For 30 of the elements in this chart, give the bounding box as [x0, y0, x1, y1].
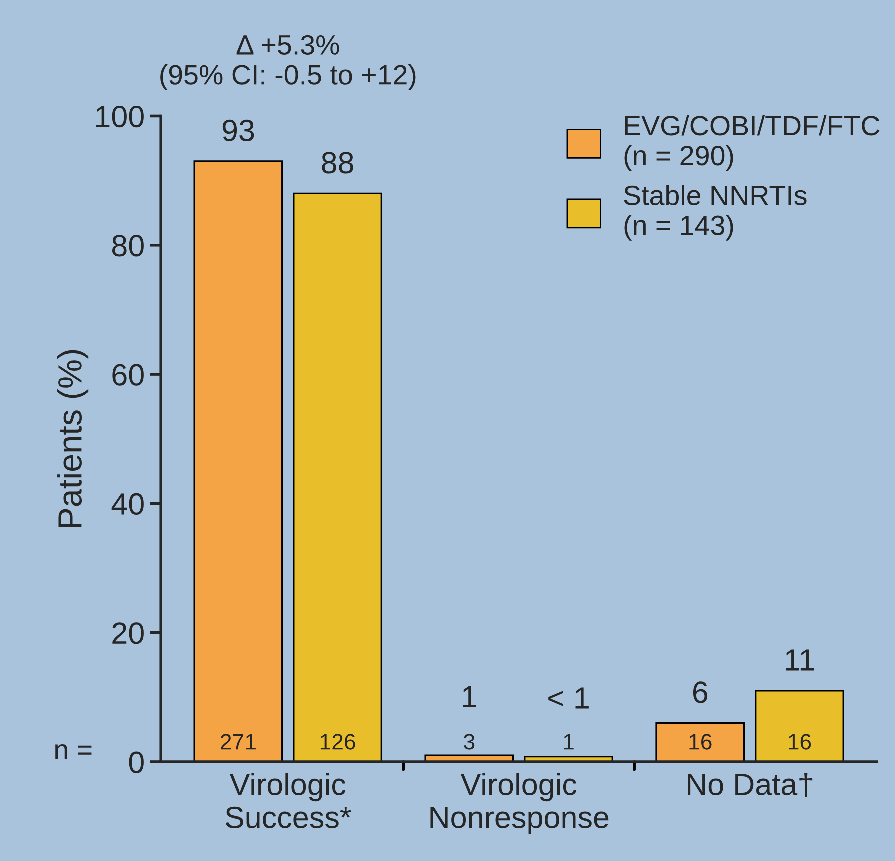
bar: [656, 722, 746, 762]
data-label: 1: [463, 686, 476, 708]
text: Δ +5.3% (95% CI: -0.5 to +12): [160, 35, 416, 90]
y-tick-label: 40: [112, 493, 144, 516]
legend-label: EVG/COBI/TDF/FTC (n = 290): [624, 115, 880, 172]
bar: [755, 690, 844, 762]
data-label: 93: [222, 120, 254, 142]
y-tick-label: 20: [112, 622, 144, 644]
y-tick-label: 80: [112, 235, 144, 257]
data-label: 6: [693, 682, 708, 704]
legend-label: Stable NNRTIs (n = 143): [624, 185, 807, 241]
annotation: 1: [564, 734, 574, 750]
text: n =: [56, 744, 92, 760]
annotation: 271: [221, 734, 256, 750]
annotation: 126: [320, 734, 356, 750]
y-tick-label: 100: [96, 106, 144, 128]
x-tick-label: No Data†: [688, 773, 813, 798]
annotation: 16: [690, 734, 712, 750]
data-label: < 1: [548, 688, 589, 709]
bar: [293, 192, 383, 762]
y-axis-title: Patients (%): [58, 350, 89, 528]
annotation: 3: [464, 734, 475, 750]
y-tick-label: 0: [129, 752, 144, 774]
data-label: 88: [322, 152, 354, 174]
x-tick-label: Virologic Nonresponse: [430, 773, 609, 834]
data-label: 11: [786, 650, 814, 671]
x-tick-label: Virologic Success*: [226, 773, 352, 828]
y-tick-label: 60: [112, 364, 144, 386]
annotation: 16: [789, 734, 812, 750]
bar: [194, 160, 284, 762]
